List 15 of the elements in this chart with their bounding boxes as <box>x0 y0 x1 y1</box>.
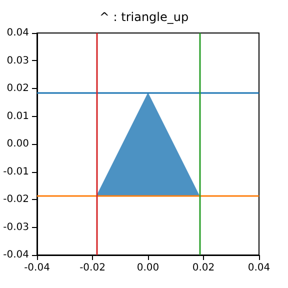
x-tick-label: 0.04 <box>248 262 270 274</box>
y-tick-label: 0.04 <box>6 28 29 38</box>
x-tick-label: 0.02 <box>192 262 215 274</box>
x-tick-label: -0.02 <box>80 262 106 274</box>
y-tick-label: -0.01 <box>3 166 29 178</box>
x-tick-label: -0.04 <box>24 262 50 274</box>
chart-title: ^ : triangle_up <box>99 10 189 24</box>
y-tick-label: 0.02 <box>6 83 29 94</box>
y-tick-label: 0.03 <box>6 55 29 66</box>
y-tick-label: -0.03 <box>3 222 29 233</box>
y-tick-label: -0.04 <box>3 250 29 260</box>
x-tick-label: 0.00 <box>136 262 160 274</box>
y-tick-label: 0.00 <box>6 138 29 150</box>
y-tick-label: -0.02 <box>3 194 29 205</box>
y-tick-label: 0.01 <box>6 110 29 122</box>
